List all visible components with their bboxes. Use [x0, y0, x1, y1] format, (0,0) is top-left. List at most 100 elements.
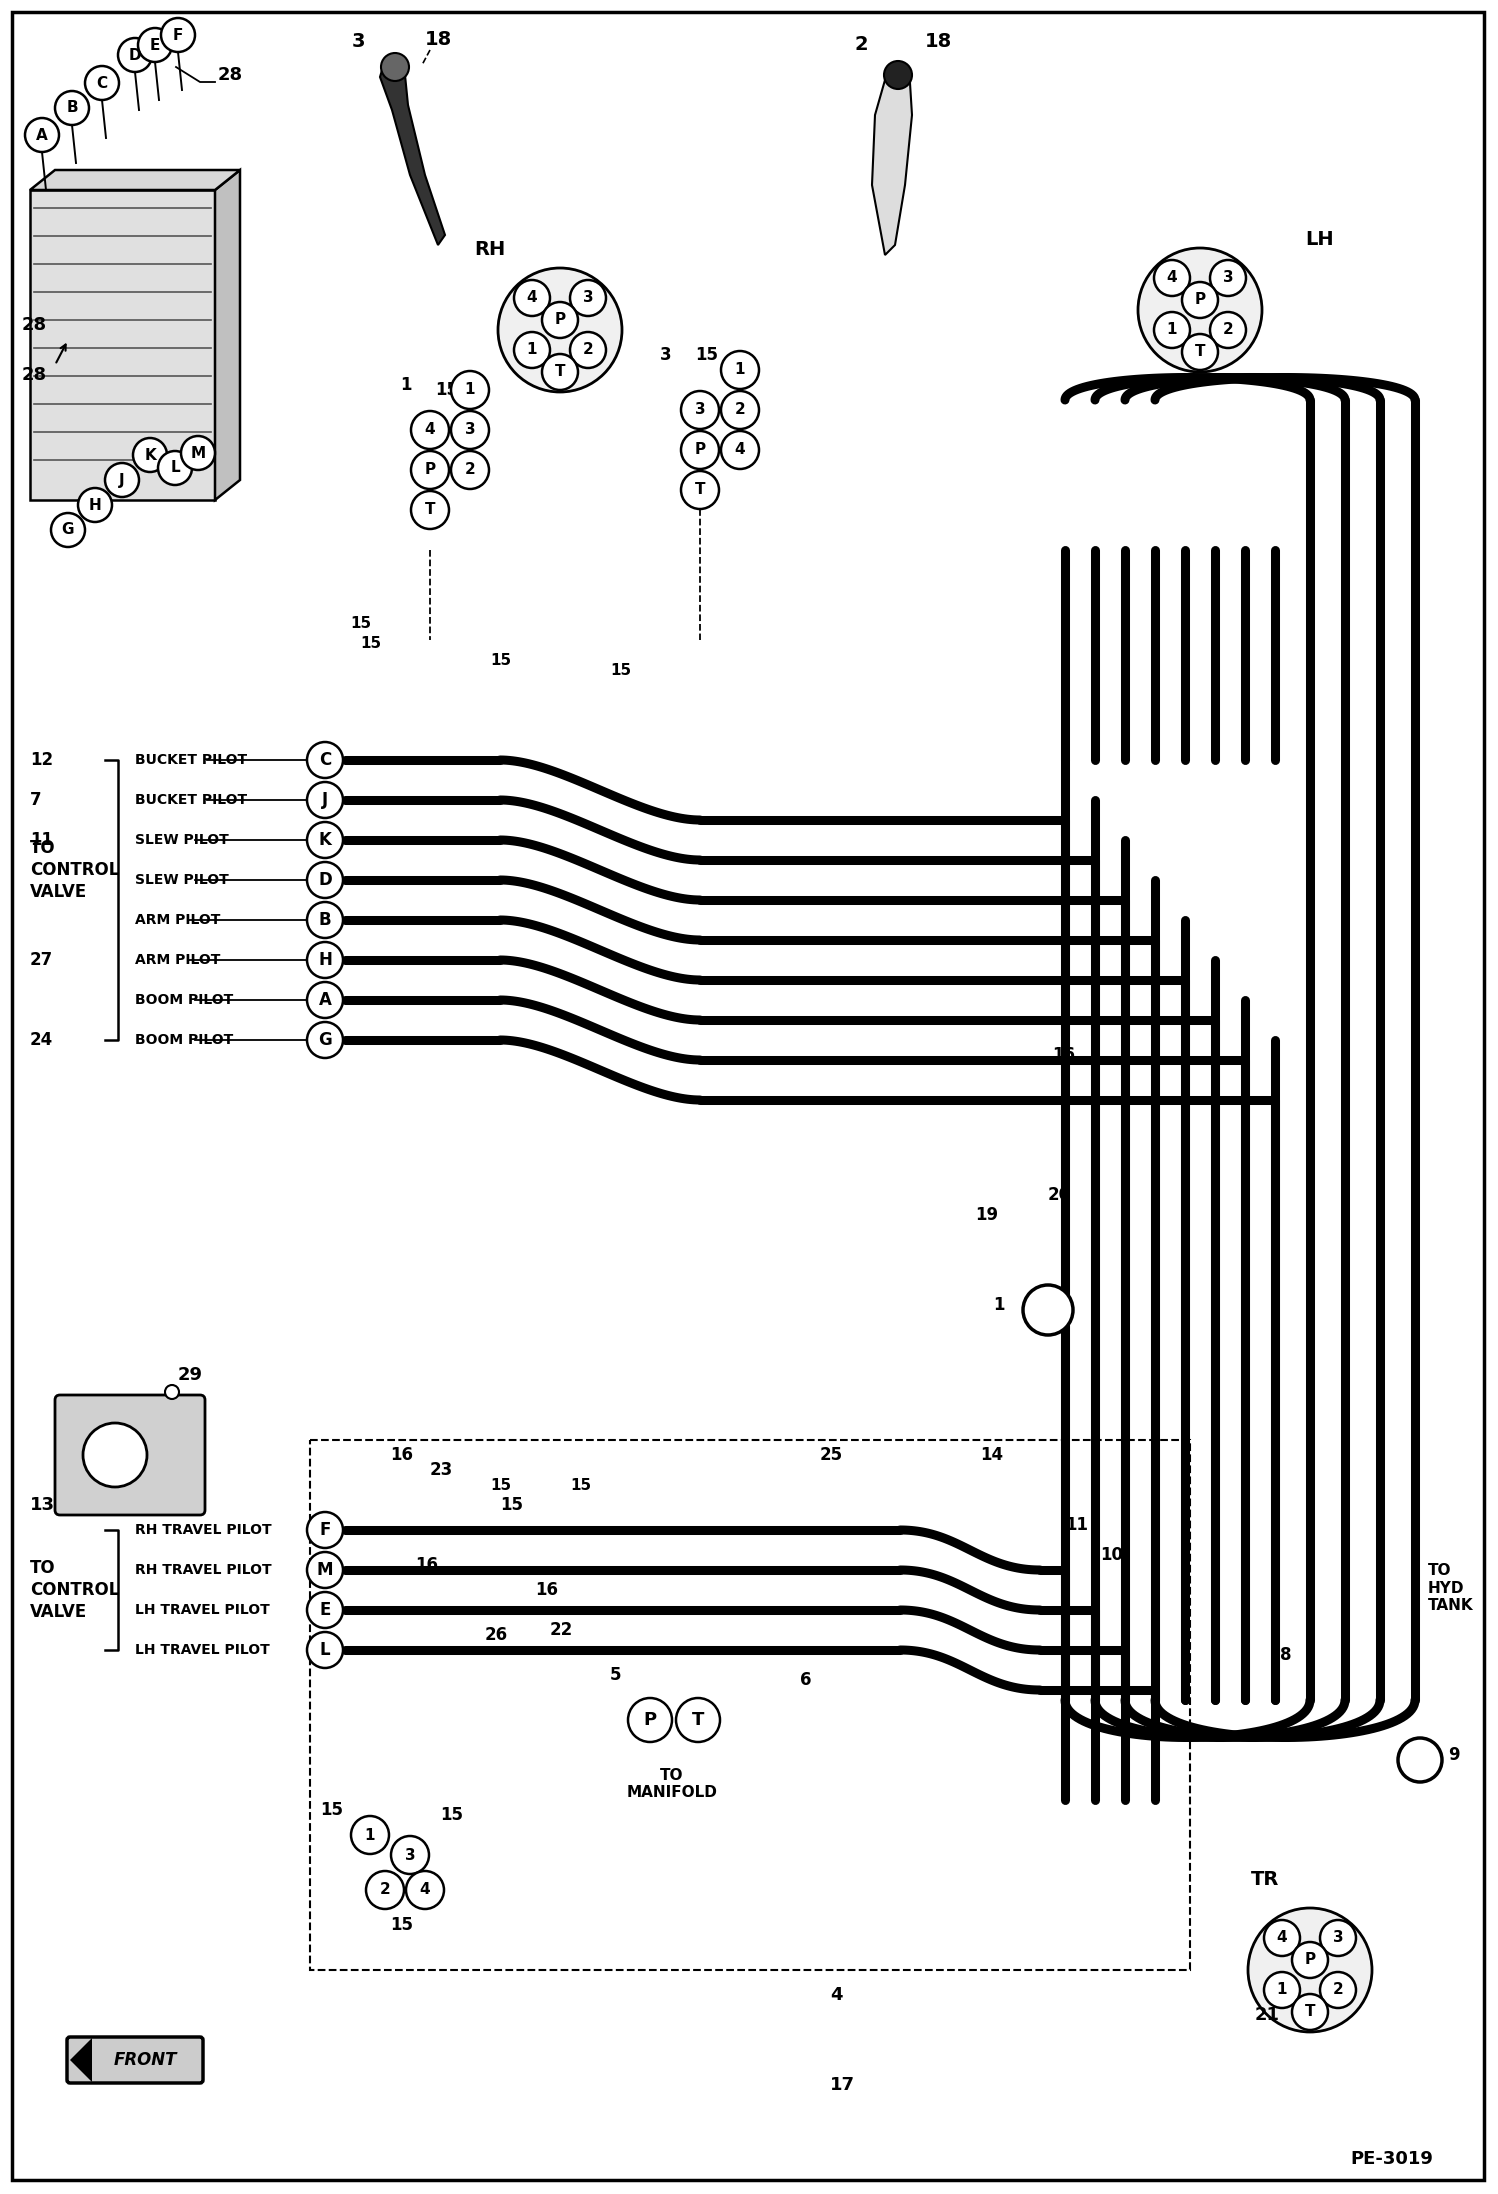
- Text: TR: TR: [1251, 1869, 1279, 1889]
- Polygon shape: [30, 169, 240, 191]
- Circle shape: [721, 391, 759, 430]
- Polygon shape: [380, 59, 445, 246]
- Text: G: G: [61, 522, 75, 538]
- Text: 20: 20: [1049, 1187, 1071, 1205]
- Text: P: P: [1194, 292, 1206, 307]
- Polygon shape: [872, 70, 912, 255]
- Circle shape: [307, 983, 343, 1018]
- Text: T: T: [695, 483, 706, 498]
- Text: 1: 1: [1276, 1983, 1287, 1997]
- Text: 6: 6: [800, 1672, 812, 1689]
- Circle shape: [307, 823, 343, 858]
- Text: 11: 11: [30, 832, 52, 849]
- Circle shape: [307, 781, 343, 818]
- Text: 1: 1: [993, 1297, 1005, 1314]
- Circle shape: [157, 452, 192, 485]
- Circle shape: [1023, 1286, 1073, 1334]
- Circle shape: [571, 281, 607, 316]
- Text: TO
CONTROL
VALVE: TO CONTROL VALVE: [30, 838, 120, 902]
- Text: 4: 4: [419, 1882, 430, 1898]
- Text: C: C: [96, 75, 108, 90]
- Circle shape: [78, 487, 112, 522]
- Circle shape: [307, 742, 343, 779]
- Text: BOOM PILOT: BOOM PILOT: [135, 994, 234, 1007]
- Text: 1: 1: [1167, 323, 1177, 338]
- Polygon shape: [216, 169, 240, 500]
- Circle shape: [82, 1424, 147, 1488]
- Circle shape: [181, 437, 216, 470]
- Text: H: H: [88, 498, 102, 513]
- Text: 15: 15: [500, 1496, 523, 1514]
- Text: G: G: [318, 1031, 333, 1049]
- Text: 2: 2: [464, 463, 475, 478]
- Text: J: J: [322, 792, 328, 810]
- Text: 26: 26: [485, 1626, 508, 1643]
- Text: 18: 18: [924, 33, 953, 50]
- Text: 25: 25: [819, 1446, 843, 1463]
- Text: 4: 4: [1167, 270, 1177, 285]
- Text: 15: 15: [434, 382, 458, 399]
- Text: RH TRAVEL PILOT: RH TRAVEL PILOT: [135, 1562, 271, 1577]
- Text: P: P: [554, 312, 566, 327]
- Text: P: P: [695, 443, 706, 459]
- Text: 3: 3: [661, 347, 671, 364]
- Circle shape: [410, 491, 449, 529]
- Circle shape: [628, 1698, 673, 1742]
- Text: 3: 3: [352, 33, 366, 50]
- Text: 23: 23: [430, 1461, 454, 1479]
- Text: F: F: [319, 1520, 331, 1538]
- Circle shape: [138, 29, 172, 61]
- Text: 2: 2: [1222, 323, 1233, 338]
- Text: 15: 15: [440, 1806, 463, 1823]
- Circle shape: [451, 452, 488, 489]
- Text: 1: 1: [734, 362, 745, 377]
- Text: A: A: [319, 992, 331, 1009]
- Text: BUCKET PILOT: BUCKET PILOT: [135, 753, 247, 768]
- Text: 1: 1: [464, 382, 475, 397]
- Text: FRONT: FRONT: [114, 2051, 177, 2069]
- Text: 15: 15: [389, 1915, 413, 1933]
- FancyBboxPatch shape: [67, 2036, 204, 2082]
- Circle shape: [410, 452, 449, 489]
- Text: RH: RH: [475, 239, 506, 259]
- Text: 3: 3: [464, 423, 475, 437]
- Text: TO
CONTROL
VALVE: TO CONTROL VALVE: [30, 1558, 120, 1621]
- Circle shape: [307, 862, 343, 897]
- Text: 15: 15: [321, 1801, 343, 1819]
- Text: H: H: [318, 950, 333, 970]
- Circle shape: [307, 941, 343, 979]
- Text: PE-3019: PE-3019: [1350, 2150, 1434, 2168]
- Text: E: E: [150, 37, 160, 53]
- Text: 15: 15: [490, 1479, 511, 1492]
- Text: SLEW PILOT: SLEW PILOT: [135, 873, 229, 886]
- Text: 24: 24: [30, 1031, 54, 1049]
- Text: 16: 16: [415, 1556, 437, 1573]
- Text: P: P: [644, 1711, 656, 1729]
- Text: 8: 8: [1279, 1646, 1291, 1663]
- Text: D: D: [129, 48, 141, 61]
- Text: 3: 3: [404, 1847, 415, 1863]
- Circle shape: [514, 331, 550, 369]
- Circle shape: [1320, 1920, 1356, 1957]
- Circle shape: [307, 902, 343, 939]
- Text: T: T: [554, 364, 565, 380]
- Text: J: J: [120, 472, 124, 487]
- Circle shape: [307, 1632, 343, 1667]
- Circle shape: [1320, 1972, 1356, 2008]
- Circle shape: [85, 66, 118, 101]
- Text: 17: 17: [830, 2076, 855, 2093]
- Text: 4: 4: [425, 423, 436, 437]
- Circle shape: [571, 331, 607, 369]
- Text: T: T: [1305, 2005, 1315, 2018]
- Text: 28: 28: [219, 66, 243, 83]
- Circle shape: [391, 1836, 428, 1874]
- FancyBboxPatch shape: [55, 1395, 205, 1516]
- Text: 7: 7: [30, 792, 42, 810]
- Text: 19: 19: [975, 1207, 998, 1224]
- Circle shape: [51, 513, 85, 546]
- Text: 15: 15: [695, 347, 718, 364]
- Circle shape: [410, 410, 449, 450]
- Text: 3: 3: [1333, 1931, 1344, 1946]
- Text: 16: 16: [389, 1446, 413, 1463]
- Circle shape: [542, 303, 578, 338]
